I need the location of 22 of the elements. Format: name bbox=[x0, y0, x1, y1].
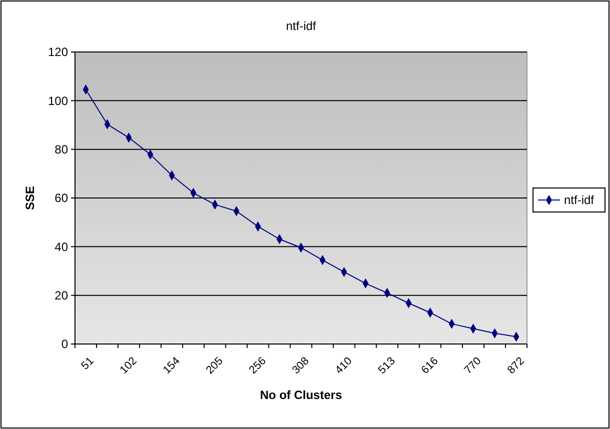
x-tick-label: 410 bbox=[333, 355, 355, 377]
legend-label: ntf-idf bbox=[564, 193, 595, 208]
x-tick-label: 102 bbox=[118, 355, 140, 377]
chart-title: ntf-idf bbox=[286, 19, 317, 33]
x-tick-label: 308 bbox=[290, 355, 312, 377]
y-tick-label: 100 bbox=[48, 94, 68, 108]
x-axis-title: No of Clusters bbox=[260, 388, 342, 402]
y-tick-label: 80 bbox=[54, 142, 68, 157]
x-tick-label: 154 bbox=[160, 355, 182, 377]
x-tick-label: 513 bbox=[376, 355, 398, 377]
x-tick-label: 872 bbox=[505, 355, 527, 377]
x-tick-label: 770 bbox=[462, 355, 484, 377]
x-tick-label: 51 bbox=[79, 355, 96, 372]
y-tick-label: 40 bbox=[54, 240, 68, 254]
x-tick-label: 256 bbox=[247, 355, 269, 377]
y-tick-label: 120 bbox=[48, 45, 68, 60]
y-tick-label: 0 bbox=[61, 337, 68, 352]
y-tick-label: 60 bbox=[54, 191, 68, 206]
x-tick-label: 205 bbox=[204, 355, 226, 377]
x-tick-label: 616 bbox=[419, 355, 441, 377]
y-axis-title: SSE bbox=[23, 186, 37, 210]
y-tick-label: 20 bbox=[54, 288, 68, 303]
